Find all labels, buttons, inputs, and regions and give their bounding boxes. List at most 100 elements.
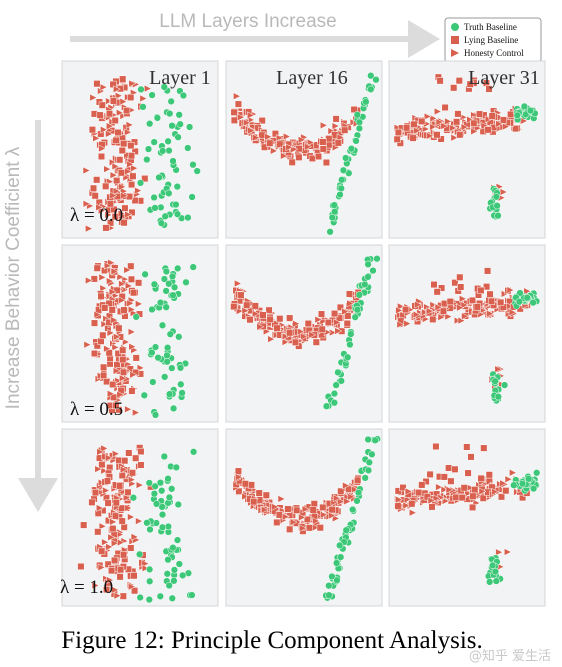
top-arrow-head: [408, 20, 440, 58]
lying-baseline-point: [100, 363, 108, 371]
lying-baseline-point: [477, 474, 485, 482]
honesty-control-point: [464, 489, 473, 498]
lying-baseline-point: [460, 484, 468, 492]
lying-baseline-point: [286, 329, 294, 337]
truth-baseline-point: [189, 161, 197, 169]
truth-baseline-point: [355, 291, 363, 299]
honesty-control-point: [456, 303, 465, 312]
lying-baseline-point: [119, 592, 127, 600]
honesty-control-point: [333, 318, 342, 327]
truth-baseline-point: [165, 390, 174, 398]
lying-baseline-point: [452, 493, 460, 501]
lying-baseline-point: [488, 112, 496, 120]
lying-baseline-point: [477, 286, 485, 294]
honesty-control-point: [92, 134, 101, 143]
truth-baseline-point: [162, 303, 170, 311]
honesty-control-point: [108, 287, 117, 296]
honesty-control-point: [125, 120, 134, 129]
honesty-control-point: [119, 112, 128, 120]
lying-baseline-point: [475, 110, 484, 118]
honesty-control-point: [107, 258, 116, 267]
legend-square-marker: [451, 36, 459, 44]
truth-baseline-point: [164, 556, 172, 564]
lying-baseline-point: [350, 105, 358, 114]
lying-baseline-point: [80, 521, 88, 529]
lying-baseline-point: [447, 477, 455, 485]
truth-baseline-point: [353, 306, 362, 314]
lying-baseline-point: [91, 489, 100, 497]
truth-baseline-point: [492, 193, 501, 201]
lying-baseline-point: [457, 283, 465, 291]
lying-baseline-point: [484, 267, 492, 275]
truth-baseline-point: [150, 280, 159, 288]
lying-baseline-point: [507, 110, 515, 118]
truth-baseline-point: [168, 122, 176, 130]
honesty-control-point: [523, 287, 532, 296]
truth-baseline-point: [337, 377, 345, 385]
lying-baseline-point: [130, 572, 138, 580]
truth-baseline-point: [169, 291, 177, 299]
truth-baseline-point: [332, 559, 341, 567]
honesty-control-point: [395, 495, 404, 504]
lying-baseline-point: [468, 296, 477, 304]
honesty-control-point: [300, 332, 309, 341]
honesty-control-point: [129, 370, 138, 379]
lying-baseline-point: [273, 324, 281, 332]
honesty-control-point: [508, 308, 517, 317]
honesty-control-point: [314, 315, 323, 324]
truth-baseline-point: [338, 176, 346, 184]
lying-baseline-point: [128, 387, 136, 395]
lying-baseline-point: [433, 288, 441, 296]
truth-baseline-point: [372, 76, 380, 84]
honesty-control-point: [478, 487, 487, 496]
lying-baseline-point: [497, 493, 506, 501]
lying-baseline-point: [454, 110, 462, 118]
lying-baseline-point: [450, 84, 458, 92]
truth-baseline-point: [188, 591, 196, 599]
truth-baseline-point: [164, 137, 172, 145]
truth-baseline-point: [184, 213, 192, 222]
truth-baseline-point: [156, 479, 165, 487]
truth-baseline-point: [494, 393, 502, 401]
lying-baseline-point: [255, 489, 263, 497]
lying-baseline-point: [111, 512, 120, 520]
honesty-control-point: [337, 497, 345, 506]
honesty-control-point: [113, 591, 122, 600]
honesty-control-point: [106, 122, 114, 131]
figure-caption: Figure 12: Principle Component Analysis.: [61, 627, 483, 654]
truth-baseline-point: [140, 391, 148, 399]
truth-baseline-point: [339, 166, 348, 174]
honesty-control-point: [351, 485, 359, 494]
lying-baseline-point: [234, 467, 242, 475]
honesty-control-point: [119, 465, 128, 474]
truth-baseline-point: [146, 577, 154, 585]
panel-l16-row0: [225, 60, 383, 239]
lying-baseline-point: [112, 136, 120, 144]
truth-baseline-point: [162, 287, 170, 295]
honesty-control-point: [491, 487, 500, 496]
honesty-control-point: [107, 533, 116, 542]
lying-baseline-point: [288, 158, 296, 166]
panel-l31-row0: [388, 60, 546, 239]
panel-background: [388, 60, 546, 239]
honesty-control-point: [111, 343, 120, 352]
truth-baseline-point: [168, 272, 177, 281]
honesty-control-point: [103, 261, 112, 270]
honesty-control-point: [103, 165, 112, 174]
truth-baseline-point: [336, 190, 344, 199]
top-arrow-shaft: [70, 36, 410, 42]
lying-baseline-point: [102, 224, 110, 232]
lying-baseline-point: [354, 476, 362, 484]
lying-baseline-point: [312, 338, 320, 346]
honesty-control-point: [106, 277, 114, 286]
honesty-control-point: [320, 121, 328, 130]
honesty-control-point: [341, 307, 350, 316]
truth-baseline-point: [174, 264, 182, 273]
lying-baseline-point: [453, 118, 461, 126]
lying-baseline-point: [94, 528, 102, 536]
lying-baseline-point: [120, 140, 128, 148]
truth-baseline-point: [330, 399, 339, 407]
panel-l31-row2: [388, 428, 546, 607]
honesty-control-point: [414, 300, 423, 309]
honesty-control-point: [289, 518, 298, 527]
